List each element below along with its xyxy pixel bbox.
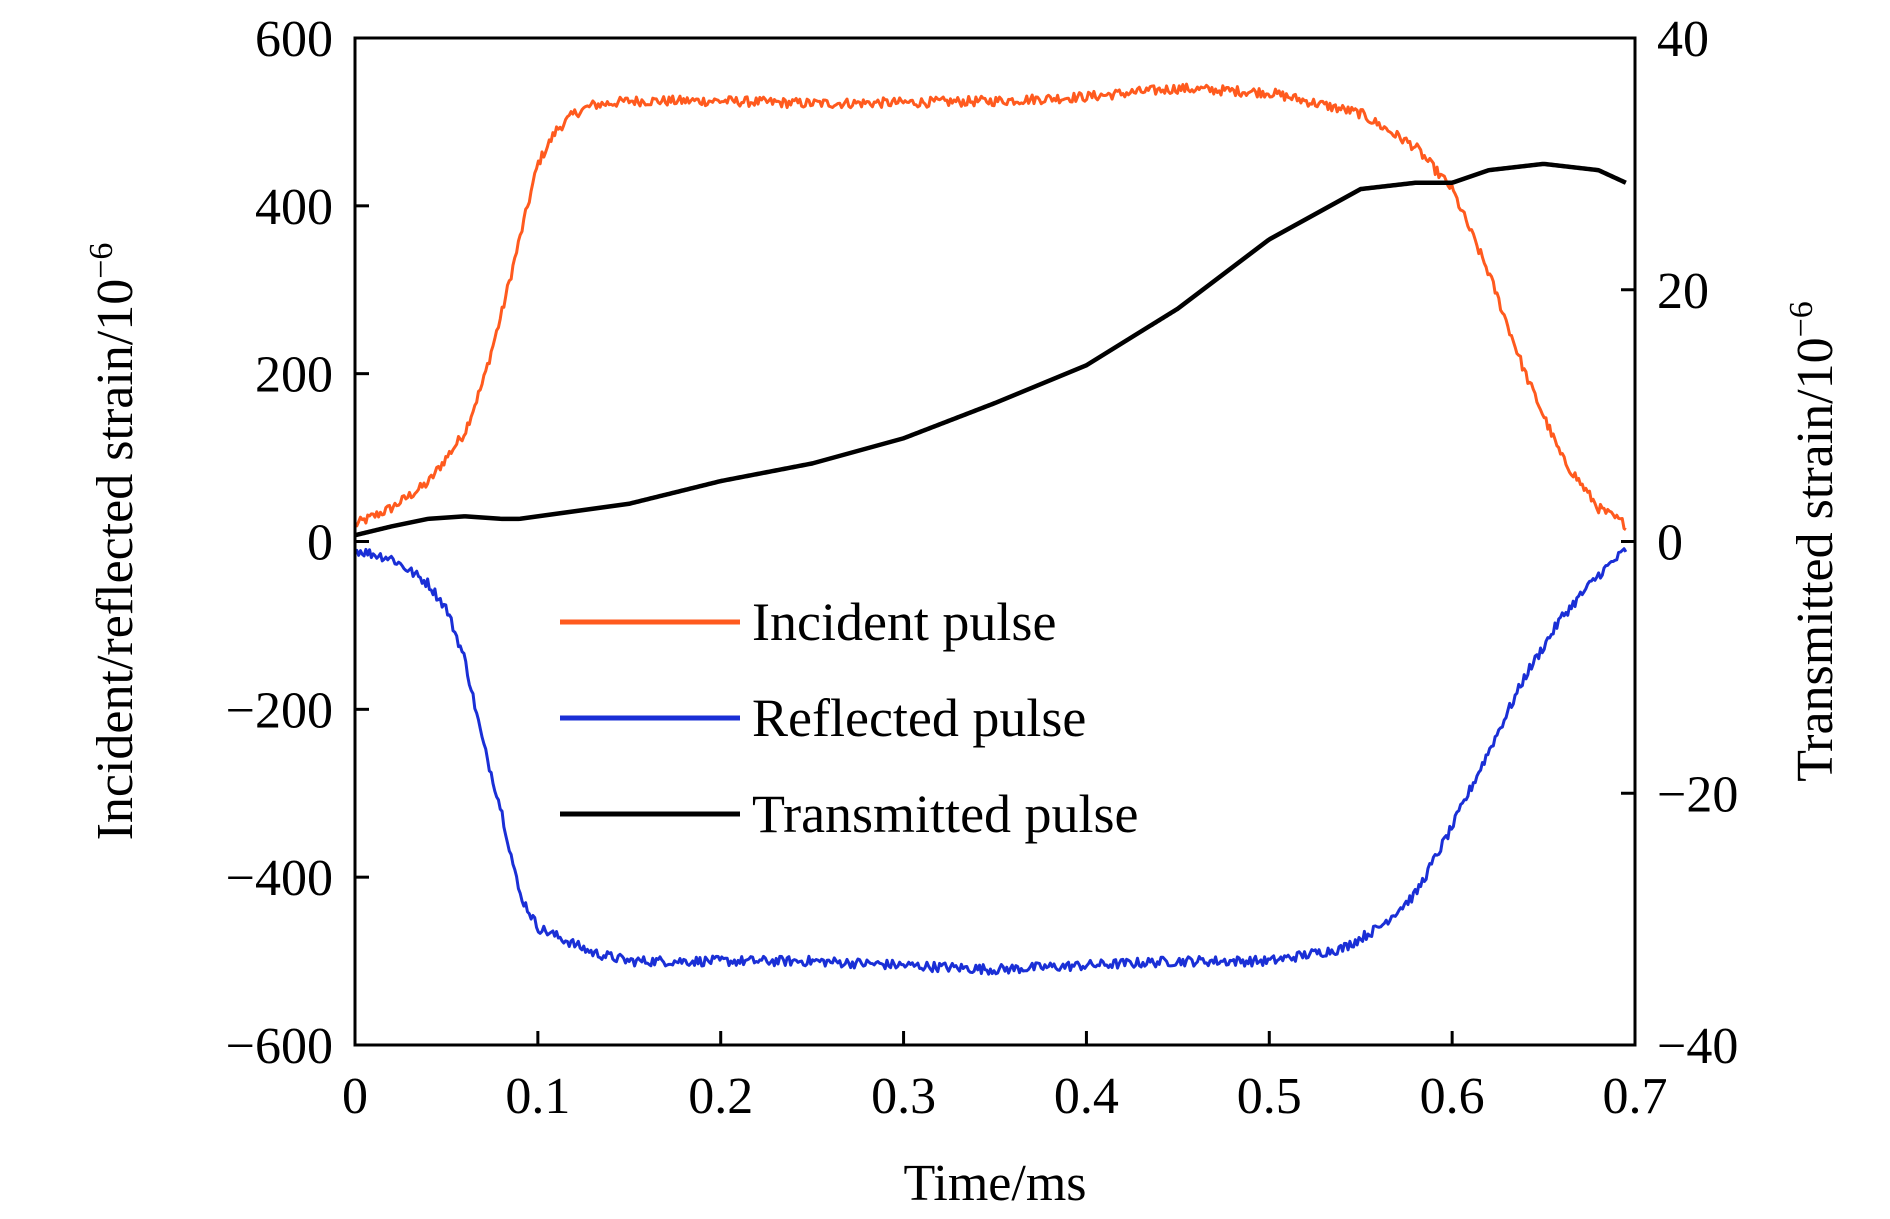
x-tick-label: 0.5 <box>1237 1068 1302 1125</box>
right-y-tick-label: 0 <box>1657 515 1683 572</box>
x-axis-ticks: 0 0.1 0.2 0.3 0.4 0.5 0.6 0.7 <box>342 1031 1668 1125</box>
series-line-transmitted-pulse <box>354 161 1627 538</box>
x-tick-label: 0 <box>342 1068 368 1125</box>
right-y-tick-label: −20 <box>1657 766 1738 823</box>
right-y-axis-title-exponent: −6 <box>1783 301 1820 337</box>
left-y-tick-label: −400 <box>226 850 333 907</box>
left-y-axis-title-exponent: −6 <box>83 243 120 279</box>
legend-label: Transmitted pulse <box>752 784 1139 844</box>
series-layer <box>353 82 1628 976</box>
x-tick-label: 0.2 <box>688 1068 753 1125</box>
right-y-tick-label: 40 <box>1657 11 1709 68</box>
plot-frame <box>353 36 1637 1047</box>
x-tick-label: 0.3 <box>871 1068 936 1125</box>
left-y-tick-label: −600 <box>226 1018 333 1075</box>
right-y-tick-label: 20 <box>1657 263 1709 320</box>
left-y-tick-label: −200 <box>226 682 333 739</box>
x-tick-label: 0.6 <box>1420 1068 1485 1125</box>
right-y-tick-label: −40 <box>1657 1018 1738 1075</box>
left-y-axis-ticks: 600 400 200 0 −200 −400 −600 <box>226 11 369 1075</box>
x-axis-title: Time/ms <box>903 1155 1086 1212</box>
left-y-tick-label: 0 <box>307 515 333 572</box>
right-y-axis-ticks: 40 20 0 −20 −40 <box>1621 11 1738 1075</box>
left-y-tick-label: 400 <box>255 179 333 236</box>
legend-label: Reflected pulse <box>752 688 1086 748</box>
x-tick-label: 0.7 <box>1603 1068 1668 1125</box>
left-y-axis-title: Incident/reflected strain/10−6 <box>83 243 144 841</box>
right-y-axis-title-text: Transmitted strain/10 <box>1787 337 1844 781</box>
left-y-tick-label: 200 <box>255 347 333 404</box>
legend-label: Incident pulse <box>752 592 1056 652</box>
series-line-reflected-pulse <box>354 547 1628 976</box>
series-line-incident-pulse <box>353 82 1627 531</box>
left-y-axis-title-text: Incident/reflected strain/10 <box>87 279 144 841</box>
left-y-tick-label: 600 <box>255 11 333 68</box>
legend: Incident pulse Reflected pulse Transmitted… <box>560 592 1139 844</box>
right-y-axis-title: Transmitted strain/10−6 <box>1783 301 1844 782</box>
x-tick-label: 0.4 <box>1054 1068 1119 1125</box>
x-tick-label: 0.1 <box>505 1068 570 1125</box>
